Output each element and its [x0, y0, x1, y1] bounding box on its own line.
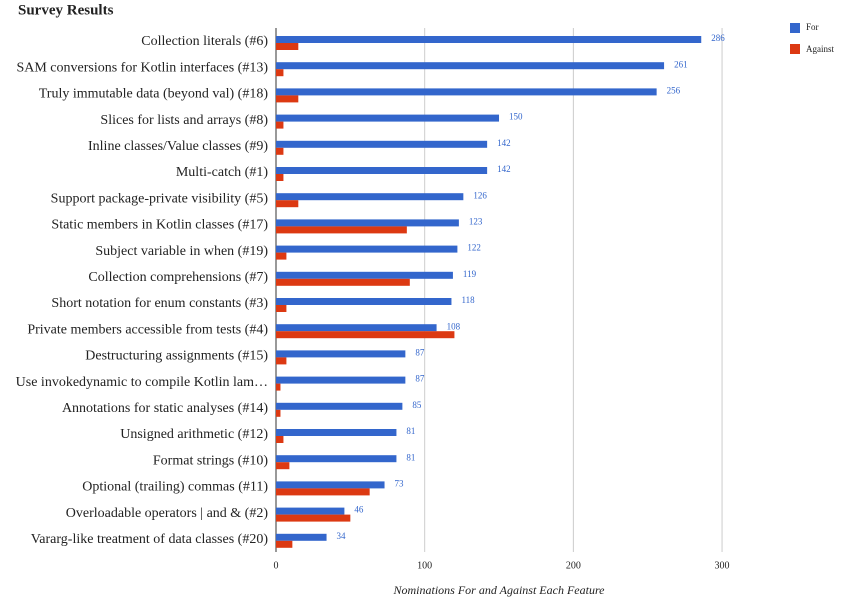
y-tick-label: Overloadable operators | and & (#2) — [66, 506, 269, 521]
bar — [276, 245, 458, 253]
value-label: 87 — [415, 374, 425, 384]
y-tick-label: Support package-private visibility (#5) — [51, 191, 269, 206]
bar — [276, 350, 406, 358]
value-label: 118 — [461, 295, 475, 305]
bar — [276, 507, 345, 515]
bar — [276, 147, 284, 155]
value-label: 73 — [395, 478, 405, 488]
bar — [276, 488, 370, 496]
bar — [276, 533, 327, 541]
bar — [276, 200, 299, 208]
bar — [276, 455, 397, 463]
value-label: 150 — [509, 112, 523, 122]
y-tick-label: Collection literals (#6) — [141, 34, 268, 49]
bar — [276, 324, 437, 332]
bar — [276, 436, 284, 443]
bar — [276, 36, 702, 43]
value-label: 261 — [674, 59, 688, 69]
value-label: 256 — [667, 85, 681, 95]
bar — [276, 174, 284, 181]
bar — [276, 193, 464, 201]
value-label: 81 — [406, 426, 415, 436]
legend-swatch — [790, 44, 800, 54]
value-label: 108 — [447, 321, 461, 331]
bar — [276, 271, 453, 279]
legend-label: Against — [806, 44, 834, 54]
bar — [276, 409, 281, 417]
y-tick-label: Destructuring assignments (#15) — [85, 349, 268, 364]
value-label: 46 — [354, 505, 364, 515]
bar — [276, 383, 281, 391]
bar — [276, 481, 385, 489]
y-tick-label: Subject variable in when (#19) — [95, 244, 268, 259]
y-tick-label: Inline classes/Value classes (#9) — [88, 139, 268, 154]
chart-title: Survey Results — [18, 2, 114, 18]
bar — [276, 167, 488, 174]
legend-label: For — [806, 22, 819, 32]
bar — [276, 540, 293, 548]
value-label: 34 — [337, 531, 347, 541]
bar — [276, 140, 488, 148]
y-tick-label: Slices for lists and arrays (#8) — [100, 113, 268, 128]
y-tick-label: Unsigned arithmetic (#12) — [120, 427, 268, 442]
bar — [276, 429, 397, 436]
bar — [276, 62, 665, 70]
bar — [276, 357, 287, 365]
x-tick-label: 100 — [417, 560, 432, 571]
y-tick-label: Optional (trailing) commas (#11) — [82, 480, 268, 495]
value-label: 286 — [711, 33, 725, 43]
bar — [276, 88, 657, 96]
bar — [276, 376, 406, 384]
value-label: 81 — [406, 452, 415, 462]
value-label: 87 — [415, 347, 425, 357]
value-label: 85 — [412, 400, 422, 410]
x-axis-label: Nominations For and Against Each Feature — [393, 583, 606, 597]
bar — [276, 331, 455, 339]
x-tick-label: 0 — [274, 560, 279, 571]
bar — [276, 219, 459, 227]
x-tick-label: 200 — [566, 560, 581, 571]
bar — [276, 305, 287, 312]
value-label: 123 — [469, 216, 483, 226]
bar — [276, 252, 287, 260]
x-tick-label: 300 — [715, 560, 730, 571]
y-tick-label: Static members in Kotlin classes (#17) — [51, 218, 268, 233]
value-label: 126 — [473, 190, 487, 200]
value-label: 122 — [467, 243, 481, 253]
value-label: 142 — [497, 164, 511, 174]
legend-swatch — [790, 23, 800, 33]
value-label: 142 — [497, 138, 511, 148]
bar — [276, 43, 299, 50]
bar — [276, 278, 410, 286]
y-tick-label: Annotations for static analyses (#14) — [62, 401, 268, 416]
y-tick-label: Collection comprehensions (#7) — [88, 270, 268, 285]
y-tick-label: Truly immutable data (beyond val) (#18) — [39, 87, 269, 102]
bar — [276, 121, 284, 129]
value-label: 119 — [463, 269, 477, 279]
bar — [276, 462, 290, 470]
y-tick-label: Use invokedynamic to compile Kotlin lam… — [16, 375, 268, 390]
bar — [276, 226, 407, 234]
y-tick-label: Private members accessible from tests (#… — [27, 322, 268, 337]
bar — [276, 69, 284, 77]
y-tick-label: Short notation for enum constants (#3) — [51, 296, 268, 311]
bar — [276, 402, 403, 410]
y-tick-label: SAM conversions for Kotlin interfaces (#… — [16, 60, 268, 75]
bar — [276, 114, 500, 122]
bar — [276, 514, 351, 522]
bar — [276, 95, 299, 103]
y-tick-label: Format strings (#10) — [153, 453, 268, 468]
y-tick-label: Multi-catch (#1) — [176, 165, 268, 180]
bar — [276, 298, 452, 305]
y-tick-label: Vararg-like treatment of data classes (#… — [31, 532, 269, 547]
